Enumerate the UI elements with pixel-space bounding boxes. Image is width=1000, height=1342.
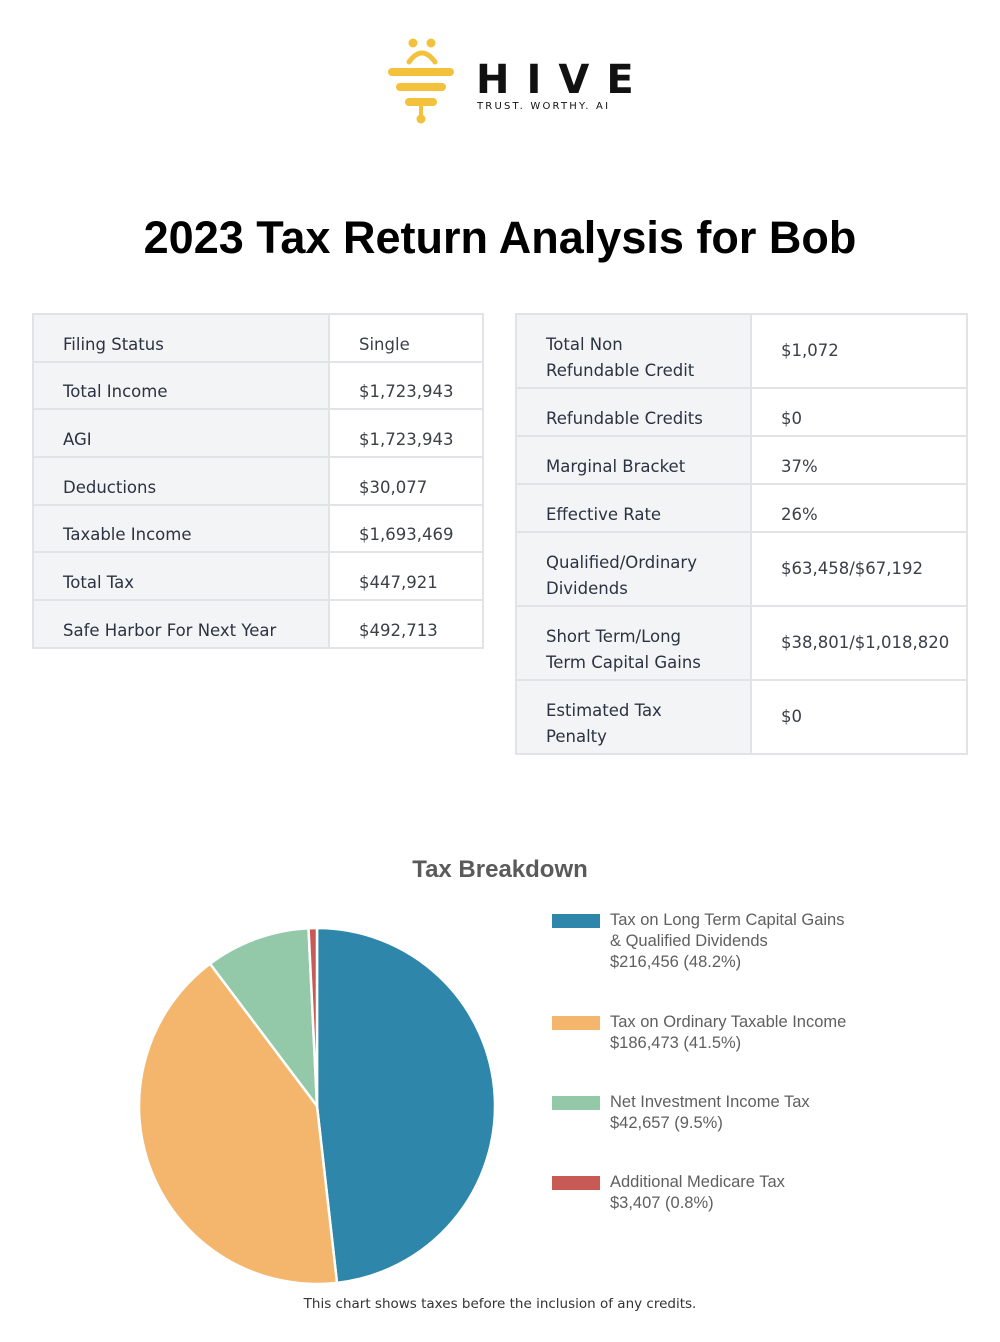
legend-item-niit: Net Investment Income Tax $42,657 (9.5%) xyxy=(552,1092,810,1134)
bee-icon xyxy=(388,38,454,124)
row-label: Qualified/Ordinary Dividends xyxy=(515,531,752,607)
summary-table-right: Total Non Refundable Credit $1,072 Refund… xyxy=(515,313,968,755)
table-row: Filing Status Single xyxy=(32,313,484,363)
table-row: Total Tax $447,921 xyxy=(32,551,484,602)
hive-logo: HIVE TRUST. WORTHY. AI xyxy=(384,38,634,128)
legend-label: Net Investment Income Tax xyxy=(610,1093,810,1111)
legend-value: $42,657 (9.5%) xyxy=(610,1114,723,1132)
row-label-line1: Short Term/Long xyxy=(546,627,682,646)
legend-value: $3,407 (0.8%) xyxy=(610,1194,714,1212)
row-label: Short Term/Long Term Capital Gains xyxy=(515,605,752,681)
row-label: Effective Rate xyxy=(515,483,752,533)
row-value: $0 xyxy=(750,679,968,755)
row-value: $1,723,943 xyxy=(328,360,484,411)
pie-slice-ltcg xyxy=(315,926,497,1285)
table-row: Safe Harbor For Next Year $492,713 xyxy=(32,599,484,649)
legend-label: Tax on Long Term Capital Gains xyxy=(610,911,845,929)
legend-swatch xyxy=(552,1016,600,1030)
legend-label: Additional Medicare Tax xyxy=(610,1173,785,1191)
row-value: $30,077 xyxy=(328,456,484,506)
logo-wordmark: HIVE xyxy=(476,57,651,103)
row-label: Total Non Refundable Credit xyxy=(515,313,752,389)
table-row: Total Income $1,723,943 xyxy=(32,360,484,411)
row-label: Total Tax xyxy=(32,551,330,602)
row-label: Safe Harbor For Next Year xyxy=(32,599,330,649)
table-row: Marginal Bracket 37% xyxy=(515,435,968,485)
row-label-line2: Penalty xyxy=(546,727,607,746)
row-value: 26% xyxy=(750,483,968,533)
summary-table-left: Filing Status Single Total Income $1,723,9… xyxy=(32,313,484,649)
row-value: $1,723,943 xyxy=(328,408,484,459)
pie-slice-niit xyxy=(208,926,319,1110)
legend-item-medicare: Additional Medicare Tax $3,407 (0.8%) xyxy=(552,1172,785,1214)
table-row: Short Term/Long Term Capital Gains $38,80… xyxy=(515,605,968,681)
table-row: Qualified/Ordinary Dividends $63,458/$67,… xyxy=(515,531,968,607)
row-label-line2: Term Capital Gains xyxy=(546,653,701,672)
page-title: 2023 Tax Return Analysis for Bob xyxy=(143,212,857,263)
row-label-line2: Dividends xyxy=(546,579,628,598)
row-label: Filing Status xyxy=(32,313,330,363)
row-label-line1: Total Non xyxy=(546,335,623,354)
row-value: $492,713 xyxy=(328,599,484,649)
row-label: Refundable Credits xyxy=(515,387,752,437)
row-label: Taxable Income xyxy=(32,503,330,554)
chart-title: Tax Breakdown xyxy=(412,856,588,883)
row-label: AGI xyxy=(32,408,330,459)
row-label-line1: Estimated Tax xyxy=(546,701,662,720)
row-value: $38,801/$1,018,820 xyxy=(750,605,968,681)
row-value: $447,921 xyxy=(328,551,484,602)
table-row: AGI $1,723,943 xyxy=(32,408,484,459)
table-row: Effective Rate 26% xyxy=(515,483,968,533)
row-value: Single xyxy=(328,313,484,363)
table-row: Refundable Credits $0 xyxy=(515,387,968,437)
legend-swatch xyxy=(552,1096,600,1110)
row-value: 37% xyxy=(750,435,968,485)
row-value: $63,458/$67,192 xyxy=(750,531,968,607)
legend-value: $186,473 (41.5%) xyxy=(610,1034,742,1052)
tax-breakdown-pie-chart xyxy=(137,926,497,1286)
row-label: Estimated Tax Penalty xyxy=(515,679,752,755)
pie-slice-medicare xyxy=(307,926,319,1107)
table-row: Total Non Refundable Credit $1,072 xyxy=(515,313,968,389)
table-row: Deductions $30,077 xyxy=(32,456,484,506)
row-label: Deductions xyxy=(32,456,330,506)
row-label: Marginal Bracket xyxy=(515,435,752,485)
legend-value: $216,456 (48.2%) xyxy=(610,953,742,971)
legend-item-ordinary: Tax on Ordinary Taxable Income $186,473 … xyxy=(552,1012,846,1054)
row-value: $0 xyxy=(750,387,968,437)
legend-item-ltcg: Tax on Long Term Capital Gains & Qualifi… xyxy=(552,910,845,973)
legend-swatch xyxy=(552,1176,600,1190)
legend-label: Tax on Ordinary Taxable Income xyxy=(610,1013,847,1031)
logo-tagline: TRUST. WORTHY. AI xyxy=(477,101,611,112)
row-label-line1: Qualified/Ordinary xyxy=(546,553,697,572)
table-row: Taxable Income $1,693,469 xyxy=(32,503,484,554)
legend-swatch xyxy=(552,914,600,928)
row-value: $1,693,469 xyxy=(328,503,484,554)
row-label-line2: Refundable Credit xyxy=(546,361,695,380)
row-label: Total Income xyxy=(32,360,330,411)
table-row: Estimated Tax Penalty $0 xyxy=(515,679,968,755)
legend-label: & Qualified Dividends xyxy=(610,932,768,950)
pie-slice-ordinary xyxy=(137,961,339,1286)
chart-footnote: This chart shows taxes before the inclus… xyxy=(303,1296,697,1312)
row-value: $1,072 xyxy=(750,313,968,389)
